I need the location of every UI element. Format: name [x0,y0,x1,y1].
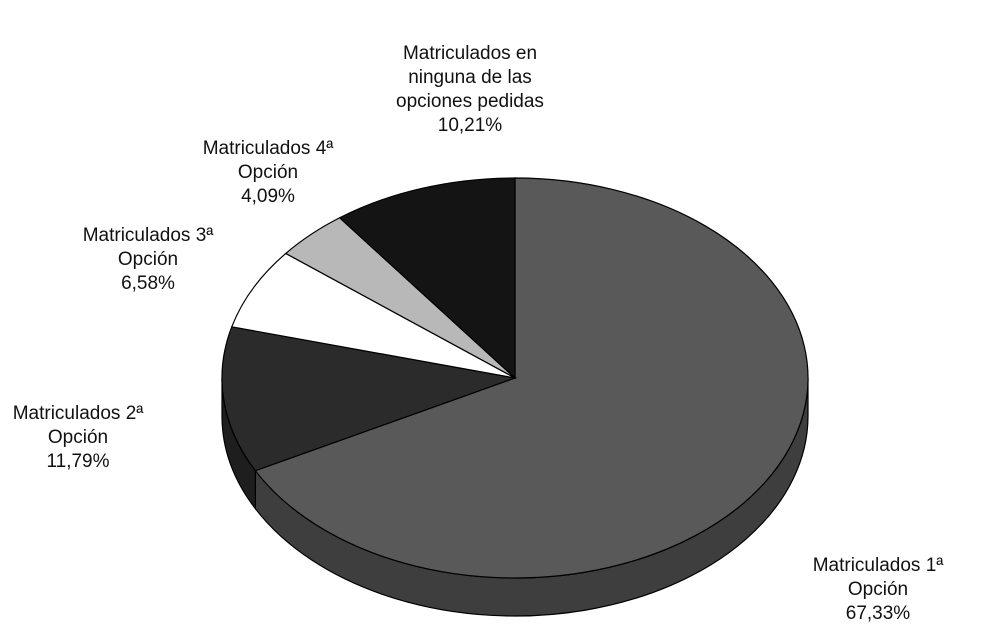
slice-label: Matriculados 1ª Opción 67,33% [796,554,961,626]
slice [230,252,516,379]
slice [221,326,518,472]
slice [338,177,516,380]
value-label: 10,21% [437,115,503,136]
slice [254,177,809,579]
category-label: Matriculados 4ª Opción [202,138,334,183]
slice-label: Matriculados 4ª Opción 4,09% [186,137,351,209]
category-label: Matriculados 1ª Opción [812,555,944,600]
category-label: Matriculados 3ª Opción [82,225,214,270]
value-label: 67,33% [845,603,911,624]
slice-label: Matriculados en ninguna de las opciones … [388,42,553,138]
value-label: 6,58% [121,273,175,294]
category-label: Matriculados 2ª Opción [12,403,144,448]
value-label: 4,09% [241,186,295,207]
slice-label: Matriculados 2ª Opción 11,79% [0,402,161,474]
value-label: 11,79% [46,451,110,472]
category-label: Matriculados en ninguna de las opciones … [396,43,544,112]
slice-label: Matriculados 3ª Opción 6,58% [66,224,231,296]
